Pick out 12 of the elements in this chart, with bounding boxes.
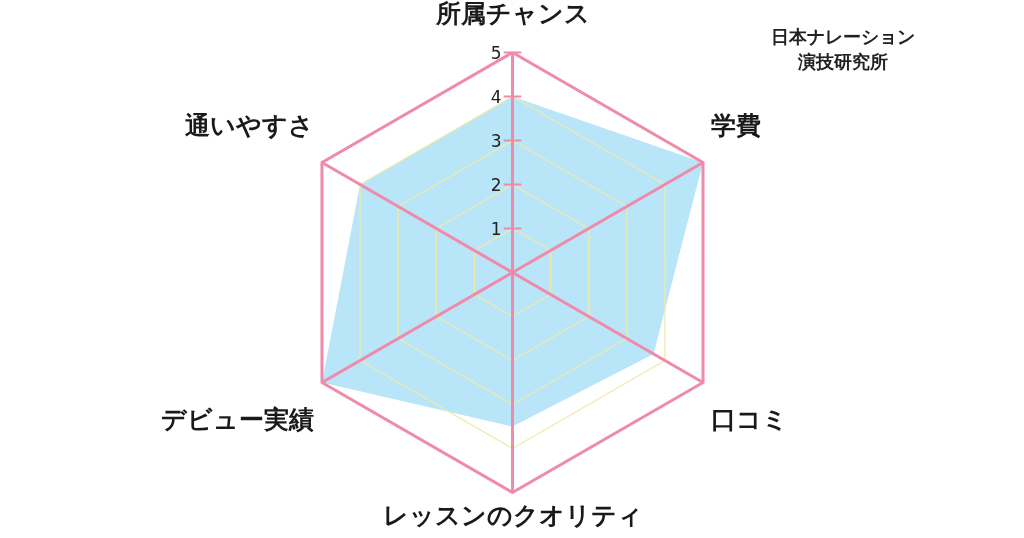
y-tick-label: 4 [490,87,502,107]
y-tick-label: 2 [490,175,502,195]
spoke-label: 通いやすさ [185,110,315,140]
spoke-label: 口コミ [710,405,788,435]
spoke-label: デビュー実績 [161,405,315,435]
spoke-label: 学費 [710,110,761,140]
spoke-label: 所属チャンス [434,0,590,29]
spoke-label: レッスンのクオリティ [382,501,643,531]
y-tick-label: 5 [490,43,502,63]
y-tick-label: 3 [490,131,502,151]
y-tick-label: 1 [490,219,502,239]
text: 日本ナレーション演技研究所 [770,26,915,73]
